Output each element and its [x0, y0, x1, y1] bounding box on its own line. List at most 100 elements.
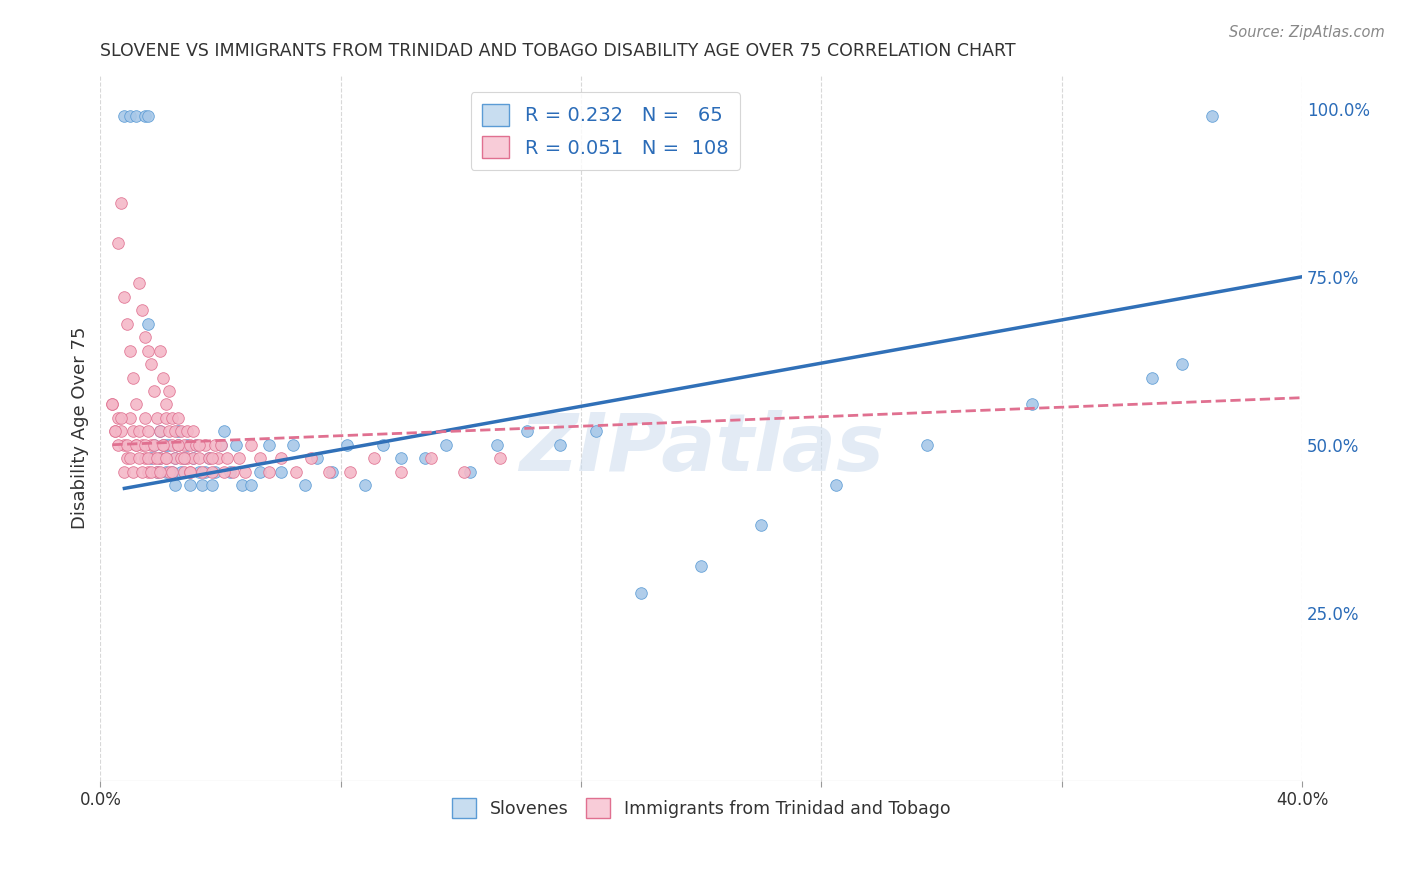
Point [200, 478, 222, 492]
Point [112, 109, 135, 123]
Point [200, 465, 222, 479]
Point [209, 438, 232, 452]
Point [138, 451, 160, 466]
Point [155, 451, 177, 466]
Point [1171, 357, 1194, 371]
Point [204, 465, 226, 479]
Point [162, 438, 184, 452]
Point [239, 478, 262, 492]
Point [128, 451, 150, 466]
Point [197, 451, 219, 466]
Point [107, 410, 129, 425]
Point [134, 451, 156, 466]
Point [143, 384, 166, 398]
Point [134, 438, 156, 452]
Point [212, 465, 235, 479]
Point [149, 451, 172, 466]
Point [134, 330, 156, 344]
Point [191, 465, 214, 479]
Point [149, 343, 172, 358]
Legend: Slovenes, Immigrants from Trinidad and Tobago: Slovenes, Immigrants from Trinidad and T… [444, 791, 957, 825]
Point [101, 397, 124, 411]
Point [138, 317, 160, 331]
Point [143, 451, 166, 466]
Point [146, 465, 169, 479]
Point [188, 465, 211, 479]
Point [281, 438, 304, 452]
Point [104, 425, 127, 439]
Point [186, 438, 208, 452]
Point [110, 425, 132, 439]
Point [207, 451, 229, 466]
Point [117, 438, 139, 452]
Y-axis label: Disability Age Over 75: Disability Age Over 75 [72, 326, 89, 529]
Point [165, 478, 187, 492]
Point [270, 451, 292, 466]
Point [458, 465, 481, 479]
Point [152, 438, 174, 452]
Point [162, 410, 184, 425]
Point [179, 465, 201, 479]
Point [318, 465, 340, 479]
Point [321, 465, 343, 479]
Point [257, 465, 280, 479]
Point [170, 425, 193, 439]
Point [112, 290, 135, 304]
Point [110, 410, 132, 425]
Point [112, 465, 135, 479]
Point [165, 451, 187, 466]
Point [183, 451, 205, 466]
Point [212, 425, 235, 439]
Point [167, 410, 190, 425]
Point [125, 438, 148, 452]
Point [1201, 109, 1223, 123]
Point [120, 343, 142, 358]
Point [630, 585, 652, 599]
Point [167, 425, 190, 439]
Point [141, 357, 163, 371]
Point [120, 451, 142, 466]
Point [134, 109, 156, 123]
Point [176, 425, 198, 439]
Point [353, 478, 375, 492]
Point [690, 558, 713, 573]
Point [162, 465, 184, 479]
Point [173, 451, 195, 466]
Point [155, 438, 177, 452]
Point [138, 109, 160, 123]
Point [159, 384, 181, 398]
Point [165, 425, 187, 439]
Point [225, 438, 247, 452]
Point [110, 195, 132, 210]
Point [122, 370, 145, 384]
Point [179, 465, 201, 479]
Point [585, 425, 607, 439]
Point [194, 438, 217, 452]
Point [112, 438, 135, 452]
Point [249, 451, 271, 466]
Point [170, 465, 193, 479]
Point [155, 451, 177, 466]
Point [294, 478, 316, 492]
Point [101, 397, 124, 411]
Point [155, 397, 177, 411]
Point [131, 465, 153, 479]
Point [419, 451, 441, 466]
Point [173, 451, 195, 466]
Point [122, 425, 145, 439]
Point [149, 425, 172, 439]
Point [120, 109, 142, 123]
Point [107, 236, 129, 251]
Point [162, 465, 184, 479]
Point [284, 465, 307, 479]
Point [186, 438, 208, 452]
Text: ZIPatlas: ZIPatlas [519, 410, 884, 488]
Point [228, 451, 250, 466]
Point [336, 438, 359, 452]
Point [173, 465, 195, 479]
Text: SLOVENE VS IMMIGRANTS FROM TRINIDAD AND TOBAGO DISABILITY AGE OVER 75 CORRELATIO: SLOVENE VS IMMIGRANTS FROM TRINIDAD AND … [100, 42, 1017, 60]
Point [176, 438, 198, 452]
Point [107, 438, 129, 452]
Point [143, 438, 166, 452]
Point [165, 451, 187, 466]
